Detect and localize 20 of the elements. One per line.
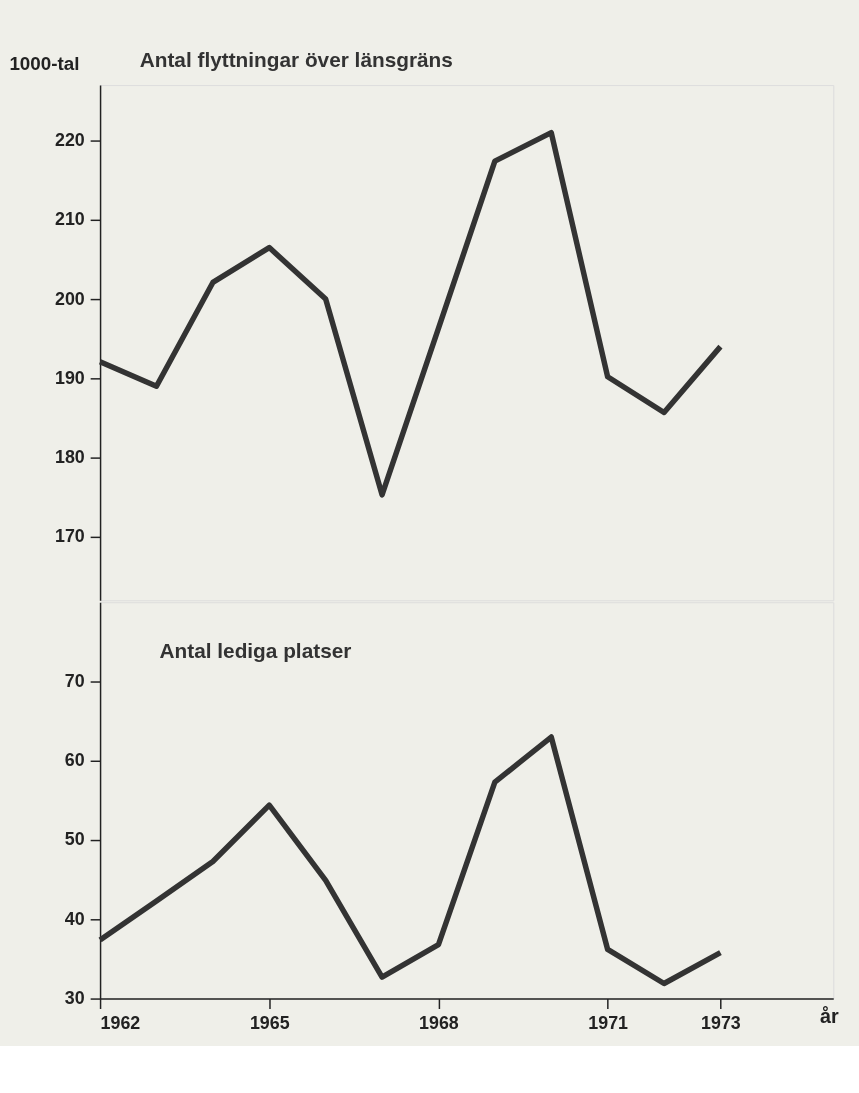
y-tick-label: 210 [54,209,85,230]
y-tick-label: 190 [54,367,85,388]
x-tick-label: 1971 [588,1012,629,1033]
y-tick-label: 170 [54,526,85,547]
y-tick-label: 70 [64,670,85,691]
x-tick-label: 1973 [701,1012,741,1033]
x-tick-label: 1962 [100,1012,141,1033]
x-tick-label: 1968 [419,1012,459,1033]
y-axis-title: 1000-tal [9,52,80,74]
y-tick-label: 30 [64,988,85,1009]
x-axis-title: år [819,1004,839,1027]
y-tick-label: 220 [54,130,85,151]
y-tick-label: 60 [64,750,85,771]
y-tick-label: 180 [54,447,85,468]
y-tick-label: 50 [64,829,85,850]
text: Antal flyttningar över länsgräns [139,48,453,72]
x-tick-label: 1965 [249,1012,290,1033]
y-tick-label: 40 [64,908,85,929]
y-tick-label: 200 [54,288,85,309]
text: Antal lediga platser [159,638,352,662]
